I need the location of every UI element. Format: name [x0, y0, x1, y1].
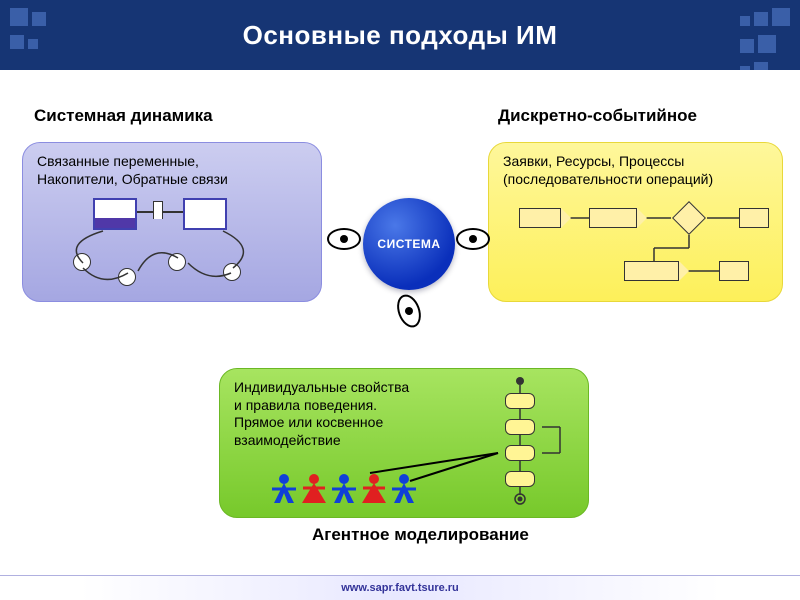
panel-left-text2: Накопители, Обратные связи	[37, 171, 307, 189]
stock-2	[183, 198, 227, 230]
flow-process-2	[624, 261, 679, 281]
eye-icon-bottom	[393, 291, 425, 330]
flow-end-1	[739, 208, 769, 228]
valve-icon	[153, 201, 163, 219]
label-right: Дискретно-событийное	[498, 106, 697, 126]
stock-1-fill	[95, 218, 135, 228]
eye-icon-right	[456, 228, 490, 250]
aux-4	[223, 263, 241, 281]
label-left: Системная динамика	[34, 106, 213, 126]
panel-right-text2: (последовательности операций)	[503, 171, 768, 189]
aux-2	[118, 268, 136, 286]
center-label: СИСТЕМА	[377, 237, 440, 251]
panel-agent-based: Индивидуальные свойства и правила поведе…	[219, 368, 589, 518]
state-1	[505, 393, 535, 409]
center-system-circle: СИСТЕМА	[363, 198, 455, 290]
agent-person-1	[270, 473, 298, 505]
flow-process-1-tip	[637, 208, 647, 228]
panel-right-text1: Заявки, Ресурсы, Процессы	[503, 153, 768, 171]
aux-1	[73, 253, 91, 271]
slide-header: Основные подходы ИМ	[0, 0, 800, 70]
flow-source-tip	[561, 208, 571, 228]
header-decoration-left	[8, 6, 48, 56]
agent-person-2	[300, 473, 328, 505]
state-2	[505, 419, 535, 435]
diagram-canvas: Системная динамика Дискретно-событийное …	[0, 70, 800, 575]
agent-person-3	[330, 473, 358, 505]
flow-end-2	[719, 261, 749, 281]
footer-url: www.sapr.favt.tsure.ru	[341, 582, 459, 594]
flow-process-1	[589, 208, 637, 228]
slide-title: Основные подходы ИМ	[243, 20, 558, 51]
flow-decision	[672, 201, 706, 235]
agent-person-5	[390, 473, 418, 505]
slide-footer: www.sapr.favt.tsure.ru	[0, 575, 800, 600]
state-3	[505, 445, 535, 461]
panel-system-dynamics: Связанные переменные, Накопители, Обратн…	[22, 142, 322, 302]
flow-process-2-tip	[679, 261, 689, 281]
aux-3	[168, 253, 186, 271]
label-bottom: Агентное моделирование	[312, 525, 529, 545]
agent-person-4	[360, 473, 388, 505]
panel-discrete-event: Заявки, Ресурсы, Процессы (последователь…	[488, 142, 783, 302]
flow-source	[519, 208, 561, 228]
eye-icon-left	[327, 228, 361, 250]
panel-left-text1: Связанные переменные,	[37, 153, 307, 171]
state-4	[505, 471, 535, 487]
